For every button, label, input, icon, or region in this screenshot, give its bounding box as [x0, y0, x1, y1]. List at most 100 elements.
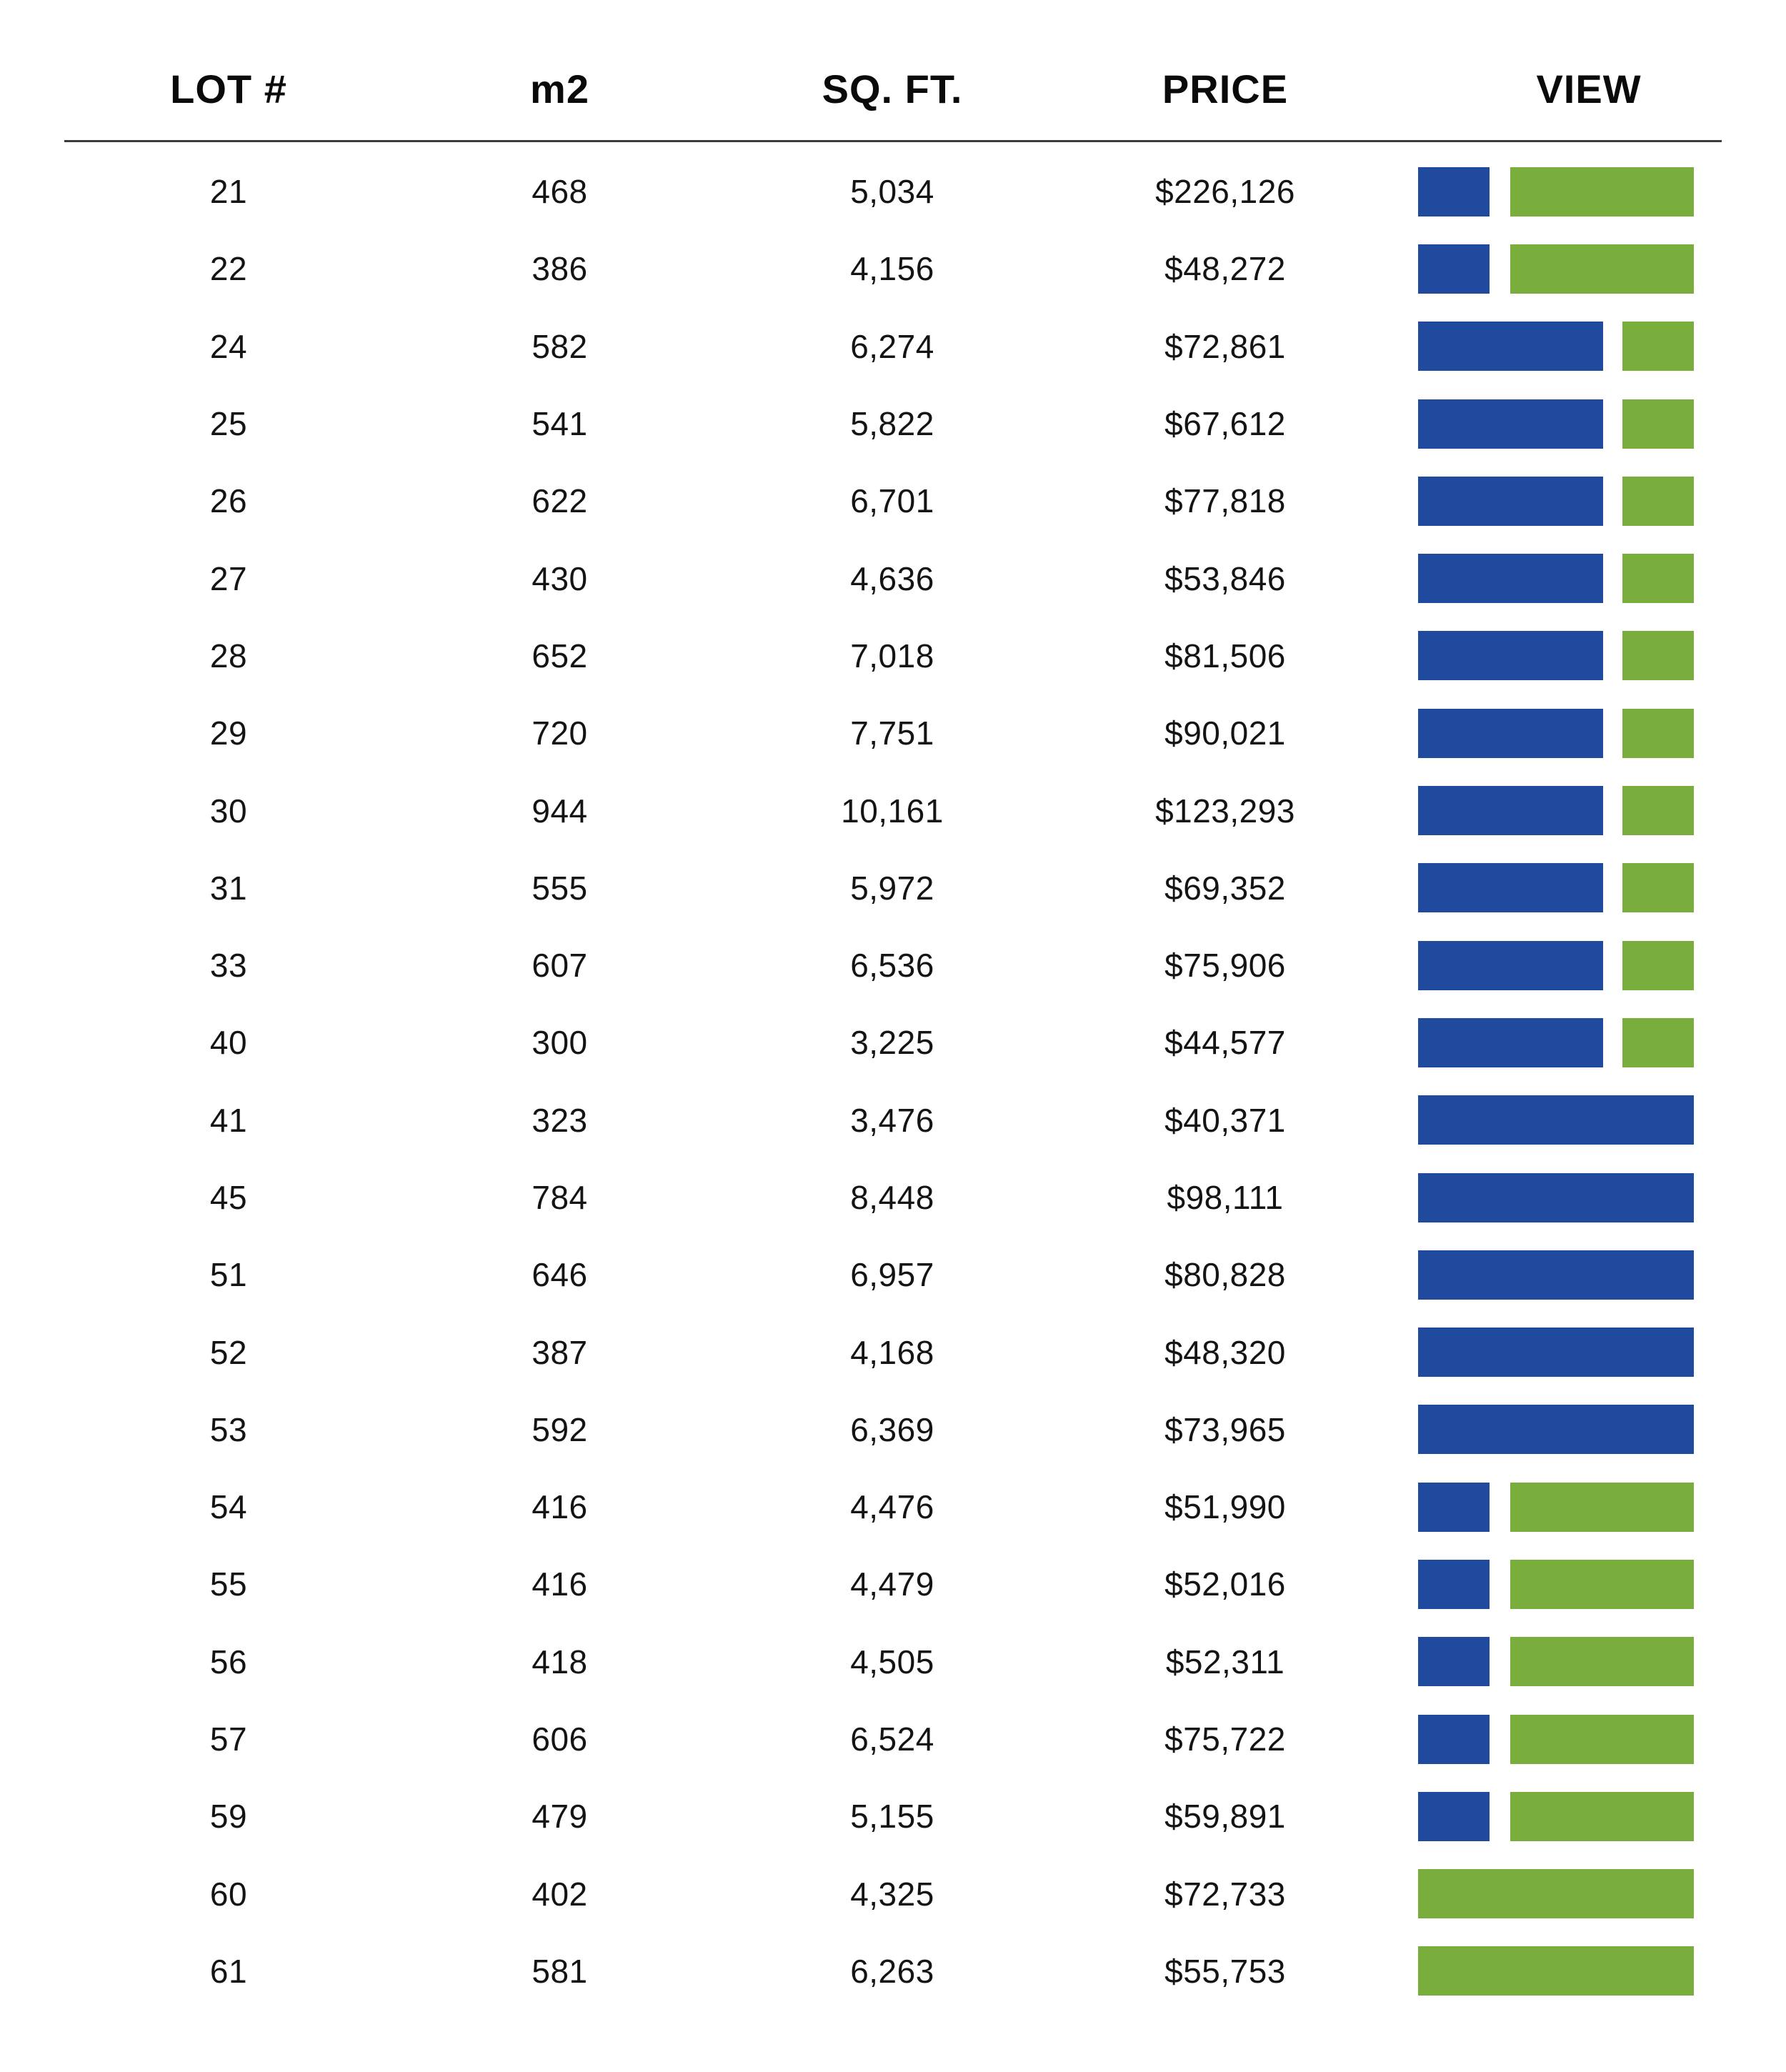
- view-cell: [1392, 554, 1786, 604]
- sqft-cell: 4,476: [850, 1488, 934, 1526]
- sqft-cell: 5,972: [850, 869, 934, 907]
- view-cell: [1392, 1714, 1786, 1764]
- m2-cell: 402: [532, 1875, 588, 1913]
- sqft-cell: 3,476: [850, 1101, 934, 1139]
- m2-cell: 555: [532, 869, 588, 907]
- view-cell: [1392, 1946, 1786, 1996]
- sqft-cell: 4,479: [850, 1565, 934, 1603]
- view-cell: [1392, 244, 1786, 294]
- sqft-cell: 4,505: [850, 1643, 934, 1680]
- m2-cell: 784: [532, 1179, 588, 1216]
- m2-cell: 581: [532, 1952, 588, 1990]
- lot-cell: 59: [209, 1798, 248, 1836]
- view-bar-track: [1418, 1869, 1694, 1919]
- price-cell: $48,320: [1164, 1333, 1286, 1371]
- price-cell: $72,861: [1164, 327, 1286, 365]
- view-bar-track: [1418, 1250, 1694, 1300]
- view-bar-segment-blue: [1418, 708, 1603, 758]
- view-bar-track: [1418, 1714, 1694, 1764]
- lot-cell: 51: [209, 1256, 248, 1294]
- lot-cell: 33: [209, 947, 248, 985]
- view-cell: [1392, 1637, 1786, 1687]
- sqft-cell: 6,957: [850, 1256, 934, 1294]
- view-bar-segment-green: [1622, 863, 1694, 913]
- lot-cell: 22: [209, 250, 248, 288]
- m2-cell: 386: [532, 250, 588, 288]
- lot-cell: 25: [209, 405, 248, 443]
- view-bar-track: [1418, 786, 1694, 836]
- view-bar-segment-green: [1622, 322, 1694, 372]
- m2-cell: 479: [532, 1798, 588, 1836]
- m2-cell: 416: [532, 1565, 588, 1603]
- view-bar-track: [1418, 1946, 1694, 1996]
- price-cell: $72,733: [1164, 1875, 1286, 1913]
- m2-cell: 387: [532, 1333, 588, 1371]
- lot-cell: 56: [209, 1643, 248, 1680]
- lot-cell: 61: [209, 1952, 248, 1990]
- view-bar-segment-green: [1622, 786, 1694, 836]
- view-cell: [1392, 1172, 1786, 1222]
- view-bar-segment-blue: [1418, 1637, 1490, 1687]
- view-bar-segment-green: [1510, 1637, 1694, 1687]
- table-row: 30 944 10,161 $123,293: [0, 772, 1786, 849]
- view-bar-segment-blue: [1418, 1172, 1694, 1222]
- header-rule: [64, 140, 1722, 142]
- lot-cell: 53: [209, 1410, 248, 1448]
- view-bar-track: [1418, 1172, 1694, 1222]
- lot-cell: 45: [209, 1179, 248, 1216]
- sqft-cell: 4,325: [850, 1875, 934, 1913]
- m2-cell: 323: [532, 1101, 588, 1139]
- lot-cell: 26: [209, 482, 248, 520]
- view-bar-segment-blue: [1418, 322, 1603, 372]
- view-bar-segment-green: [1622, 631, 1694, 681]
- m2-cell: 720: [532, 714, 588, 752]
- view-bar-track: [1418, 1482, 1694, 1532]
- price-cell: $48,272: [1164, 250, 1286, 288]
- lot-cell: 21: [209, 173, 248, 211]
- header-cell-lot: LOT #: [170, 66, 287, 111]
- table-row: 52 387 4,168 $48,320: [0, 1313, 1786, 1390]
- view-cell: [1392, 1328, 1786, 1378]
- sqft-cell: 8,448: [850, 1179, 934, 1216]
- sqft-cell: 7,751: [850, 714, 934, 752]
- m2-cell: 418: [532, 1643, 588, 1680]
- view-bar-segment-blue: [1418, 244, 1490, 294]
- price-cell: $53,846: [1164, 559, 1286, 597]
- table-row: 29 720 7,751 $90,021: [0, 694, 1786, 772]
- view-bar-track: [1418, 1328, 1694, 1378]
- view-bar-track: [1418, 1017, 1694, 1067]
- price-cell: $52,016: [1164, 1565, 1286, 1603]
- header-cell-view: VIEW: [1536, 66, 1642, 111]
- lot-cell: 24: [209, 327, 248, 365]
- price-cell: $123,293: [1155, 792, 1295, 830]
- view-bar-segment-green: [1418, 1869, 1694, 1919]
- table-row: 60 402 4,325 $72,733: [0, 1856, 1786, 1933]
- view-bar-segment-green: [1622, 476, 1694, 526]
- lot-cell: 27: [209, 559, 248, 597]
- view-bar-segment-green: [1510, 166, 1694, 216]
- view-cell: [1392, 1482, 1786, 1532]
- m2-cell: 582: [532, 327, 588, 365]
- table-row: 51 646 6,957 $80,828: [0, 1236, 1786, 1313]
- view-bar-segment-blue: [1418, 166, 1490, 216]
- view-bar-track: [1418, 1095, 1694, 1145]
- view-bar-track: [1418, 863, 1694, 913]
- table-row: 56 418 4,505 $52,311: [0, 1623, 1786, 1700]
- table-row: 22 386 4,156 $48,272: [0, 230, 1786, 307]
- view-bar-segment-blue: [1418, 631, 1603, 681]
- view-cell: [1392, 631, 1786, 681]
- view-bar-segment-blue: [1418, 1405, 1694, 1455]
- view-cell: [1392, 786, 1786, 836]
- view-bar-segment-blue: [1418, 476, 1603, 526]
- table-row: 41 323 3,476 $40,371: [0, 1082, 1786, 1159]
- price-cell: $59,891: [1164, 1798, 1286, 1836]
- table-row: 28 652 7,018 $81,506: [0, 617, 1786, 694]
- m2-cell: 430: [532, 559, 588, 597]
- view-cell: [1392, 940, 1786, 990]
- view-cell: [1392, 1017, 1786, 1067]
- table-row: 21 468 5,034 $226,126: [0, 153, 1786, 230]
- table-row: 55 416 4,479 $52,016: [0, 1545, 1786, 1623]
- m2-cell: 300: [532, 1024, 588, 1062]
- table-row: 24 582 6,274 $72,861: [0, 308, 1786, 385]
